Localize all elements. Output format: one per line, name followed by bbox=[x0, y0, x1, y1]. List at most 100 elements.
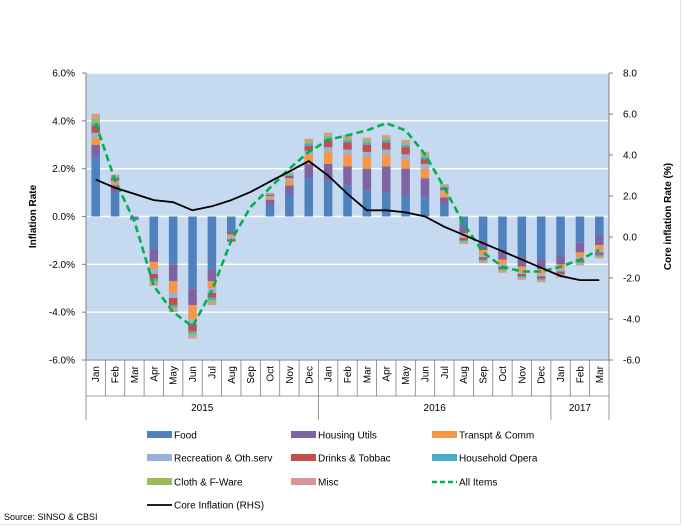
bar-segment bbox=[168, 307, 178, 310]
bar-segment bbox=[381, 137, 391, 140]
series-line bbox=[95, 160, 600, 282]
bar-segment bbox=[498, 249, 507, 260]
bar-segment bbox=[343, 137, 352, 140]
bar-segment bbox=[91, 125, 100, 133]
bar-segment bbox=[285, 174, 294, 176]
bar-segment bbox=[91, 132, 100, 138]
bar-segment bbox=[227, 230, 236, 235]
bar-segment bbox=[343, 154, 352, 167]
legend-swatch bbox=[147, 478, 172, 485]
bar-segment bbox=[285, 194, 294, 217]
series-line bbox=[94, 121, 600, 328]
bar-segment bbox=[536, 269, 546, 274]
bar-segment bbox=[362, 137, 372, 140]
bar-segment bbox=[265, 194, 275, 195]
legend-label: Cloth & F-Ware bbox=[174, 478, 243, 489]
legend-label: Recreation & Oth.serv bbox=[174, 454, 272, 465]
left-tick-label: -2.0% bbox=[49, 260, 75, 271]
bar-segment bbox=[130, 216, 139, 219]
bar-segment bbox=[575, 216, 585, 243]
bar-segment bbox=[498, 216, 507, 250]
bar-segment bbox=[188, 324, 197, 332]
bar-segment bbox=[381, 135, 391, 138]
bar-segment bbox=[323, 151, 333, 164]
legend-label: Misc bbox=[318, 478, 339, 489]
bar-segment bbox=[536, 259, 546, 270]
bar-segment bbox=[343, 149, 352, 155]
bar-segment bbox=[595, 257, 604, 259]
bar-segment bbox=[536, 281, 546, 283]
bar-segment bbox=[381, 166, 391, 193]
bar-segment bbox=[207, 269, 217, 282]
x-axis-ticks: Jan Feb Mar Apr May Jun Jul Aug Sep Oct Nov Dec Jan F… bbox=[85, 360, 610, 396]
bar-segment bbox=[517, 257, 527, 267]
x-tick-label: Dec bbox=[304, 366, 315, 384]
x-tick-label: Aug bbox=[227, 366, 238, 384]
bar-segment bbox=[440, 197, 449, 205]
left-tick-label: 4.0% bbox=[52, 116, 75, 127]
bar-segment bbox=[440, 204, 449, 217]
bar-segment bbox=[459, 235, 468, 239]
bar-segment bbox=[381, 142, 391, 150]
x-tick-label: Nov bbox=[285, 366, 296, 384]
bar-segment bbox=[381, 154, 391, 167]
bar-segment bbox=[149, 278, 159, 282]
legend-swatch bbox=[291, 478, 316, 485]
bar-segment bbox=[188, 331, 197, 334]
bar-segment bbox=[91, 156, 100, 217]
bar-segment bbox=[401, 168, 410, 195]
x-tick-label: Sep bbox=[246, 366, 257, 384]
bar-segment bbox=[517, 273, 527, 277]
bar-segment bbox=[362, 156, 372, 169]
legend-swatch bbox=[432, 431, 457, 438]
bar-segment bbox=[285, 175, 294, 179]
bar-segment bbox=[556, 269, 565, 272]
x-tick-label: Jun bbox=[420, 366, 431, 382]
bar-segment bbox=[401, 144, 410, 148]
bar-segment bbox=[517, 271, 527, 274]
bar-segment bbox=[207, 302, 217, 305]
right-tick-label: 8.0 bbox=[623, 69, 637, 80]
bar-segment bbox=[265, 197, 275, 200]
x-tick-label: Mar bbox=[595, 365, 606, 383]
bar-segment bbox=[304, 138, 314, 142]
bar-segment bbox=[227, 234, 236, 237]
bar-segment bbox=[420, 156, 430, 160]
bar-segment bbox=[362, 190, 372, 217]
bar-segment bbox=[517, 277, 527, 279]
legend-swatch bbox=[432, 454, 457, 461]
x-tick-label: Apr bbox=[382, 365, 393, 381]
bar-segment bbox=[575, 242, 585, 253]
legend-label: Transpt & Comm bbox=[459, 431, 534, 442]
bar-segment bbox=[207, 293, 217, 298]
legend: Food Housing Utils Transpt & Comm Recreatio… bbox=[147, 431, 538, 512]
bar-segment bbox=[575, 252, 585, 258]
bar-segment bbox=[362, 139, 372, 143]
x-tick-label: Feb bbox=[111, 366, 122, 384]
bar-segment bbox=[478, 261, 488, 264]
bar-segment bbox=[459, 226, 468, 234]
x-tick-label: Feb bbox=[343, 366, 354, 384]
bar-segment bbox=[168, 304, 178, 308]
bar-segment bbox=[420, 168, 430, 179]
bar-segment bbox=[478, 260, 488, 262]
bar-segment bbox=[188, 216, 197, 289]
bar-segment bbox=[188, 336, 197, 339]
bar-segment bbox=[323, 135, 333, 138]
bar-segment bbox=[304, 178, 314, 217]
x-tick-label: Oct bbox=[498, 366, 509, 382]
bar-segment bbox=[595, 254, 604, 256]
bar-segment bbox=[285, 173, 294, 175]
x-tick-label: Jul bbox=[440, 366, 451, 379]
left-tick-label: -4.0% bbox=[49, 308, 75, 319]
bar-segment bbox=[478, 257, 488, 260]
bar-segment bbox=[304, 163, 314, 179]
bar-segment bbox=[478, 249, 488, 255]
bar-segment bbox=[517, 266, 527, 272]
bar-segment bbox=[323, 147, 333, 152]
legend-swatch bbox=[291, 431, 316, 438]
bar-segment bbox=[595, 235, 604, 246]
bar-segment bbox=[420, 159, 430, 164]
right-tick-label: 2.0 bbox=[623, 192, 637, 203]
